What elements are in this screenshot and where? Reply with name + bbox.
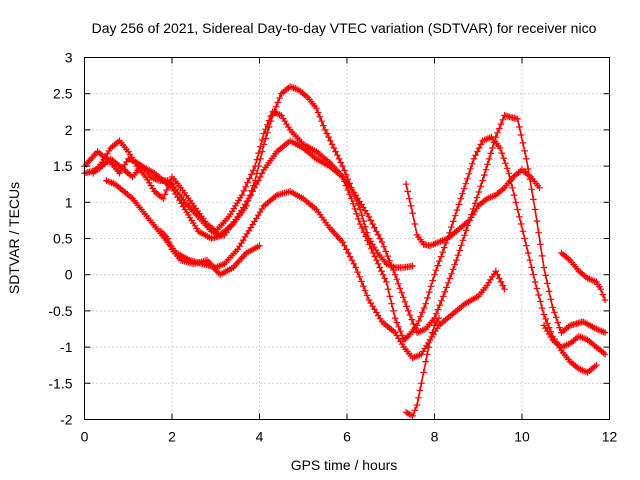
x-tick-label: 10 [514,429,530,445]
series-track-8 [558,249,609,304]
series-markers [540,322,609,358]
y-tick-label: 3 [65,50,73,66]
series-markers [402,166,543,249]
x-axis-label: GPS time / hours [291,457,398,473]
grid [84,57,610,420]
x-tick-label: 0 [81,429,89,445]
series-line [92,110,597,374]
y-tick-label: 0.5 [53,231,73,247]
y-tick-label: -2 [60,412,73,428]
y-tick-label: 0 [65,267,73,283]
x-tick-label: 2 [168,429,176,445]
series-track-9 [540,322,609,358]
series-track-3 [81,112,609,336]
series-markers [103,177,508,362]
x-tick-label: 12 [602,429,618,445]
series-track-5 [157,228,263,278]
x-tick-label: 4 [256,429,264,445]
y-axis-label: SDTVAR / TECUs [6,182,22,294]
y-tick-label: 1 [65,194,73,210]
series-group [81,83,609,420]
series-markers [81,112,609,336]
y-tick-label: -0.5 [48,303,72,319]
chart-title: Day 256 of 2021, Sidereal Day-to-day VTE… [92,20,597,36]
series-line [106,179,506,359]
y-tick-label: 2.5 [53,86,73,102]
series-markers [90,108,600,376]
axis-ticks [84,57,610,420]
series-track-2 [90,108,600,376]
y-tick-label: -1 [60,339,73,355]
series-markers [558,249,609,304]
y-tick-label: 2 [65,122,73,138]
x-tick-label: 6 [343,429,351,445]
series-markers [157,228,263,278]
series-track-4 [103,177,508,362]
series-track-6 [402,166,543,249]
x-tick-labels: 0 2 4 6 8 10 12 [81,429,618,445]
y-tick-label: 1.5 [53,158,73,174]
y-tick-labels: -2 -1.5 -1 -0.5 0 0.5 1 1.5 2 2.5 3 [48,50,72,428]
y-tick-label: -1.5 [48,375,72,391]
series-markers [402,314,443,420]
series-line [84,114,606,334]
series-track-7 [402,314,443,420]
x-tick-label: 8 [431,429,439,445]
